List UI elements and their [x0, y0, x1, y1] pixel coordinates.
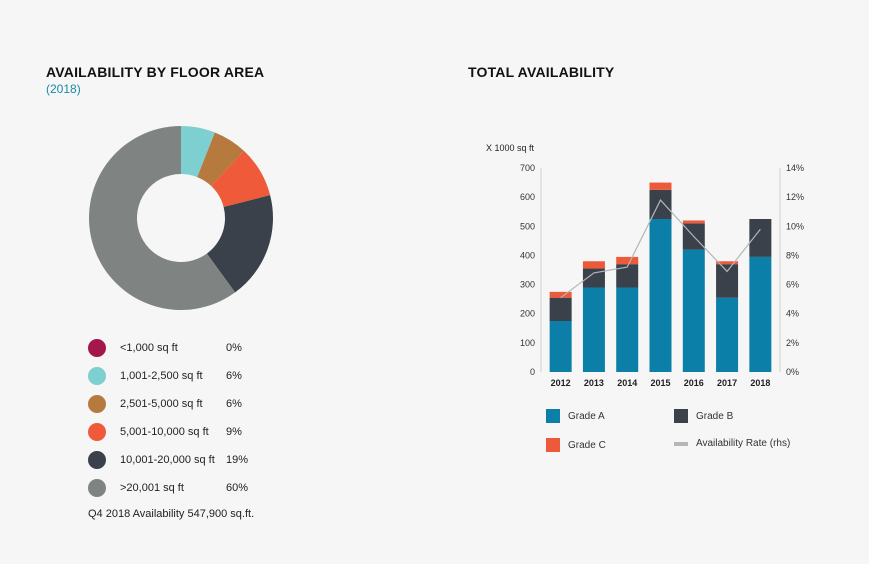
- pie-legend-item: >20,001 sq ft 60%: [88, 478, 248, 498]
- left-chart-subtitle: (2018): [46, 82, 81, 96]
- x-tick-label: 2015: [650, 378, 670, 388]
- pie-legend-item: 2,501-5,000 sq ft 6%: [88, 394, 242, 414]
- legend-swatch: [546, 438, 560, 452]
- bar-grade-a: [549, 321, 572, 372]
- legend-label: 5,001-10,000 sq ft: [120, 426, 209, 438]
- y2-tick-label: 8%: [786, 250, 799, 260]
- bar-legend-item: Availability Rate (rhs): [674, 438, 790, 449]
- legend-label: <1,000 sq ft: [120, 342, 178, 354]
- bar-grade-a: [716, 297, 739, 372]
- y2-tick-label: 12%: [786, 192, 804, 202]
- bar-grade-c: [649, 182, 672, 190]
- legend-label: 1,001-2,500 sq ft: [120, 370, 203, 382]
- legend-swatch: [88, 423, 106, 441]
- bar-grade-c: [582, 261, 605, 269]
- y-axis-unit-label: X 1000 sq ft: [486, 143, 535, 153]
- legend-swatch: [674, 441, 688, 446]
- availability-rate-line: [560, 199, 761, 299]
- y2-tick-label: 14%: [786, 163, 804, 173]
- bar-grade-b: [549, 297, 572, 321]
- donut-slice-4: [211, 150, 271, 208]
- y-tick-label: 0: [530, 367, 535, 377]
- y2-tick-label: 0%: [786, 367, 799, 377]
- legend-swatch: [88, 367, 106, 385]
- left-chart-title: AVAILABILITY BY FLOOR AREA: [46, 64, 265, 80]
- pie-legend-item: 1,001-2,500 sq ft 6%: [88, 366, 242, 386]
- bar-grade-a: [749, 256, 772, 372]
- bar-legend-item: Grade C: [546, 438, 606, 452]
- donut-slice-6: [89, 126, 236, 310]
- donut-slice-3: [197, 132, 244, 186]
- legend-label: Availability Rate (rhs): [696, 438, 791, 449]
- legend-label: Grade A: [568, 410, 605, 422]
- legend-label: 2,501-5,000 sq ft: [120, 398, 203, 410]
- legend-swatch: [546, 409, 560, 423]
- y-tick-label: 200: [520, 309, 535, 319]
- pie-legend-item: <1,000 sq ft 0%: [88, 338, 242, 358]
- y-tick-label: 700: [520, 163, 535, 173]
- bar-grade-b: [582, 268, 605, 288]
- legend-percent: 19%: [226, 454, 249, 466]
- legend-swatch: [88, 395, 106, 413]
- legend-percent: 9%: [226, 426, 242, 438]
- legend-percent: 6%: [226, 370, 242, 382]
- bar-legend-item: Grade A: [546, 409, 605, 423]
- legend-percent: 0%: [226, 342, 242, 354]
- x-tick-label: 2016: [684, 378, 704, 388]
- bar-grade-c: [549, 291, 572, 298]
- legend-label: 10,001-20,000 sq ft: [120, 454, 215, 466]
- bar-grade-c: [682, 220, 705, 224]
- y-tick-label: 400: [520, 250, 535, 260]
- bar-grade-a: [682, 249, 705, 372]
- legend-percent: 60%: [226, 482, 249, 494]
- x-tick-label: 2017: [717, 378, 737, 388]
- bar-grade-c: [716, 261, 739, 265]
- donut-slice-5: [206, 195, 273, 293]
- x-tick-label: 2012: [551, 378, 571, 388]
- legend-swatch: [88, 479, 106, 497]
- bar-grade-a: [582, 287, 605, 372]
- legend-label: >20,001 sq ft: [120, 482, 184, 494]
- legend-swatch: [88, 451, 106, 469]
- bar-legend-item: Grade B: [674, 409, 733, 423]
- bar-grade-b: [616, 264, 639, 288]
- legend-swatch: [674, 409, 688, 423]
- y-tick-label: 500: [520, 221, 535, 231]
- legend-label: Grade B: [696, 410, 734, 422]
- legend-swatch: [88, 339, 106, 357]
- bar-grade-b: [716, 264, 739, 298]
- y-tick-label: 600: [520, 192, 535, 202]
- y-tick-label: 300: [520, 280, 535, 290]
- legend-percent: 6%: [226, 398, 242, 410]
- pie-legend-item: 10,001-20,000 sq ft 19%: [88, 450, 248, 470]
- y2-tick-label: 4%: [786, 309, 799, 319]
- donut-slice-2: [181, 126, 215, 178]
- y-tick-label: 100: [520, 338, 535, 348]
- bar-grade-a: [649, 219, 672, 372]
- x-tick-label: 2013: [584, 378, 604, 388]
- availability-footnote: Q4 2018 Availability 547,900 sq.ft.: [88, 508, 255, 520]
- bar-grade-a: [616, 287, 639, 372]
- bar-grade-b: [749, 219, 772, 257]
- legend-label: Grade C: [568, 439, 606, 451]
- x-tick-label: 2014: [617, 378, 637, 388]
- y2-tick-label: 2%: [786, 338, 799, 348]
- pie-legend-item: 5,001-10,000 sq ft 9%: [88, 422, 242, 442]
- y2-tick-label: 10%: [786, 221, 804, 231]
- x-tick-label: 2018: [750, 378, 770, 388]
- bar-grade-c: [616, 256, 639, 265]
- y2-tick-label: 6%: [786, 280, 799, 290]
- right-chart-title: TOTAL AVAILABILITY: [468, 64, 615, 80]
